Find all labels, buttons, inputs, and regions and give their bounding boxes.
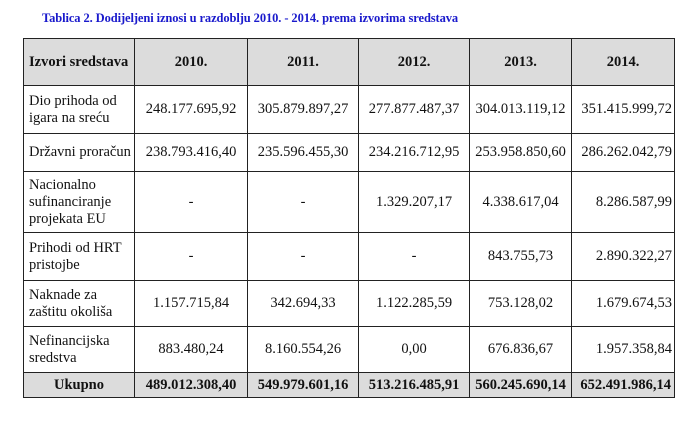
cell: - (247, 171, 359, 233)
cell: 253.958.850,60 (469, 133, 572, 172)
row-label: Dio prihoda od igara na sreću (23, 85, 135, 134)
row-label: Prihodi od HRT pristojbe (23, 232, 135, 281)
row-label: Naknade za zaštitu okoliša (23, 280, 135, 327)
cell: 286.262.042,79 (571, 133, 675, 172)
cell: - (358, 232, 470, 281)
cell: 8.286.587,99 (571, 171, 675, 233)
cell: 277.877.487,37 (358, 85, 470, 134)
total-cell: 652.491.986,14 (571, 372, 675, 398)
total-label: Ukupno (23, 372, 135, 398)
cell: 0,00 (358, 326, 470, 373)
total-cell: 489.012.308,40 (134, 372, 248, 398)
cell: 234.216.712,95 (358, 133, 470, 172)
cell: 753.128,02 (469, 280, 572, 327)
header-cell: 2013. (469, 38, 572, 86)
cell: 1.157.715,84 (134, 280, 248, 327)
table-row: Državni proračun 238.793.416,40 235.596.… (23, 133, 675, 172)
cell: - (134, 232, 248, 281)
table-row: Dio prihoda od igara na sreću 248.177.69… (23, 85, 675, 134)
cell: 351.415.999,72 (571, 85, 675, 134)
header-cell: 2010. (134, 38, 248, 86)
header-cell: Izvori sredstava (23, 38, 135, 86)
table-row: Naknade za zaštitu okoliša 1.157.715,84 … (23, 280, 675, 327)
cell: 1.122.285,59 (358, 280, 470, 327)
total-cell: 560.245.690,14 (469, 372, 572, 398)
table-caption: Tablica 2. Dodijeljeni iznosi u razdoblj… (42, 11, 459, 25)
header-cell: 2012. (358, 38, 470, 86)
cell: 1.957.358,84 (571, 326, 675, 373)
cell: 843.755,73 (469, 232, 572, 281)
cell: 1.329.207,17 (358, 171, 470, 233)
row-label: Nefinancijska sredstva (23, 326, 135, 373)
total-cell: 549.979.601,16 (247, 372, 359, 398)
cell: 2.890.322,27 (571, 232, 675, 281)
table-row: Nefinancijska sredstva 883.480,24 8.160.… (23, 326, 675, 373)
row-label: Nacionalno sufinanciranje projekata EU (23, 171, 135, 233)
table-row: Nacionalno sufinanciranje projekata EU -… (23, 171, 675, 233)
cell: 342.694,33 (247, 280, 359, 327)
cell: - (247, 232, 359, 281)
cell: 1.679.674,53 (571, 280, 675, 327)
cell: 305.879.897,27 (247, 85, 359, 134)
header-row: Izvori sredstava 2010. 2011. 2012. 2013.… (23, 38, 675, 86)
cell: 883.480,24 (134, 326, 248, 373)
header-cell: 2014. (571, 38, 675, 86)
row-label: Državni proračun (23, 133, 135, 172)
cell: 304.013.119,12 (469, 85, 572, 134)
cell: 676.836,67 (469, 326, 572, 373)
cell: 238.793.416,40 (134, 133, 248, 172)
cell: - (134, 171, 248, 233)
funding-sources-table: Izvori sredstava 2010. 2011. 2012. 2013.… (23, 38, 675, 398)
cell: 248.177.695,92 (134, 85, 248, 134)
cell: 235.596.455,30 (247, 133, 359, 172)
cell: 4.338.617,04 (469, 171, 572, 233)
table-row: Prihodi od HRT pristojbe - - - 843.755,7… (23, 232, 675, 281)
header-cell: 2011. (247, 38, 359, 86)
total-row: Ukupno 489.012.308,40 549.979.601,16 513… (23, 372, 675, 398)
total-cell: 513.216.485,91 (358, 372, 470, 398)
cell: 8.160.554,26 (247, 326, 359, 373)
